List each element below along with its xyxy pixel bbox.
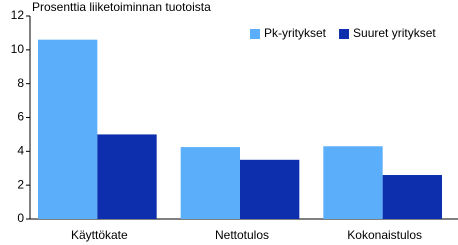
- y-tick-label: 4: [17, 144, 24, 158]
- bar: [382, 175, 442, 219]
- x-tick-label: Kokonaistulos: [347, 228, 422, 242]
- bar: [97, 134, 157, 219]
- y-tick-label: 6: [17, 110, 24, 124]
- bar: [323, 146, 383, 219]
- y-tick-label: 0: [17, 211, 24, 225]
- bar: [180, 147, 240, 219]
- y-tick-label: 2: [17, 177, 24, 191]
- x-tick-label: Käyttökate: [71, 228, 128, 242]
- legend-label: Pk-yritykset: [264, 26, 327, 40]
- legend-label: Suuret yritykset: [353, 26, 436, 40]
- bar: [38, 39, 98, 219]
- y-tick-label: 10: [11, 42, 25, 56]
- y-tick-label: 12: [11, 8, 25, 22]
- y-tick-label: 8: [17, 76, 24, 90]
- chart-title: Prosenttia liiketoiminnan tuotoista: [32, 0, 211, 14]
- legend-swatch: [339, 29, 350, 39]
- legend-swatch: [250, 29, 260, 39]
- x-tick-label: Nettotulos: [215, 228, 269, 242]
- bar: [240, 159, 300, 219]
